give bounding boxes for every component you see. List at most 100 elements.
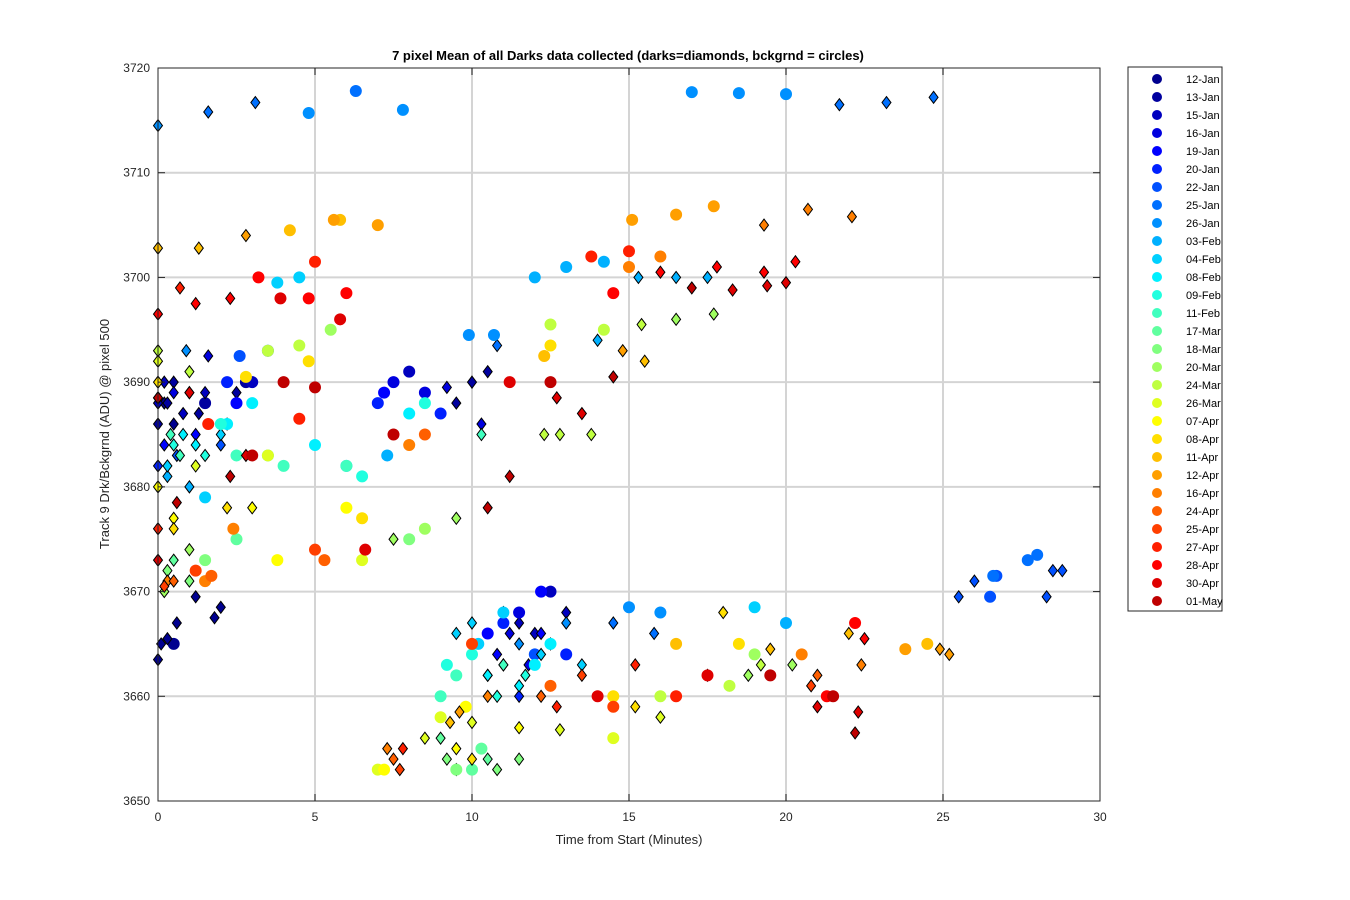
background-point-27-Apr — [623, 245, 635, 258]
background-point-27-Apr — [309, 255, 321, 268]
background-point-08-Apr — [302, 355, 315, 368]
dark-point-28-Apr — [225, 291, 236, 306]
dark-point-17-Mar — [435, 731, 446, 746]
dark-point-20-Mar — [184, 542, 195, 557]
dark-point-28-Apr — [790, 254, 801, 269]
dark-point-25-Jan — [881, 95, 892, 110]
background-point-11-Feb — [434, 690, 447, 703]
legend-label: 16-Jan — [1186, 128, 1220, 140]
background-point-12-Apr — [670, 208, 683, 221]
dark-point-01-May — [686, 281, 697, 295]
dark-point-25-Apr — [159, 579, 170, 594]
legend-label: 28-Apr — [1186, 560, 1219, 572]
background-point-04-Feb — [271, 276, 284, 289]
background-point-30-Apr — [591, 690, 604, 703]
background-point-25-Apr — [466, 637, 478, 650]
dark-point-30-Apr — [551, 391, 562, 405]
background-point-11-Apr — [538, 349, 551, 362]
background-point-26-Jan — [732, 87, 745, 100]
legend-marker-16-Apr — [1152, 488, 1162, 498]
background-point-11-Feb — [277, 459, 290, 472]
legend-label: 20-Mar — [1186, 362, 1221, 374]
dark-point-11-Feb — [165, 427, 176, 442]
dark-point-24-Apr — [168, 574, 179, 588]
dark-point-25-Jan — [491, 338, 503, 353]
background-point-24-Apr — [544, 679, 557, 692]
x-tick-label: 10 — [465, 810, 479, 824]
dark-point-20-Mar — [743, 668, 754, 683]
background-point-28-Apr — [849, 616, 862, 629]
background-point-26-Mar — [261, 449, 274, 462]
background-point-24-Mar — [261, 344, 274, 357]
legend-label: 25-Apr — [1186, 524, 1219, 536]
legend-marker-25-Apr — [1152, 524, 1162, 534]
dark-point-09-Feb — [168, 438, 179, 452]
background-point-24-Mar — [544, 318, 557, 331]
legend-label: 11-Feb — [1186, 308, 1220, 320]
axis-ticks: 0 5 10 15 20 25 30 3650 3660 3670 3680 3690 3700 3710… — [123, 61, 1107, 824]
background-point-20-Mar — [418, 522, 431, 535]
dark-point-12-Jan — [162, 631, 173, 646]
dark-point-11-Feb — [174, 448, 186, 463]
legend-box — [1127, 66, 1223, 612]
background-point-08-Apr — [239, 370, 252, 383]
background-point-16-Apr — [654, 250, 667, 263]
background-point-08-Feb — [309, 438, 321, 451]
dark-point-26-Mar — [190, 459, 201, 473]
legend-marker-08-Feb — [1152, 272, 1162, 282]
dark-point-22-Jan — [1041, 589, 1052, 604]
legend-marker-26-Jan — [1152, 218, 1162, 228]
background-point-30-Apr — [274, 292, 287, 305]
legend-label: 04-Feb — [1186, 254, 1221, 266]
background-point-27-Apr — [293, 412, 306, 425]
background-point-08-Apr — [607, 690, 620, 703]
legend-label: 12-Jan — [1186, 74, 1220, 86]
background-point-24-Mar — [723, 679, 736, 692]
dark-point-25-Apr — [576, 668, 588, 683]
dark-point-08-Apr — [168, 521, 179, 536]
dark-point-01-May — [849, 726, 861, 740]
background-point-03-Feb — [780, 616, 792, 629]
background-point-26-Mar — [356, 554, 369, 567]
legend-marker-20-Mar — [1152, 362, 1162, 372]
background-point-26-Jan — [654, 606, 667, 619]
dark-point-12-Jan — [209, 610, 220, 625]
background-point-03-Feb — [381, 449, 394, 462]
data-marks — [152, 85, 1068, 777]
dark-point-28-Apr — [859, 631, 870, 646]
dark-point-07-Apr — [451, 741, 462, 756]
background-point-27-Apr — [585, 250, 598, 263]
background-point-08-Apr — [732, 637, 745, 650]
dark-point-08-Apr — [221, 500, 233, 515]
x-tick-label: 5 — [312, 810, 319, 824]
y-tick-label: 3650 — [123, 794, 150, 808]
dark-point-13-Jan — [466, 375, 478, 389]
dark-point-30-Apr — [576, 406, 588, 421]
background-point-03-Feb — [560, 260, 573, 273]
legend-label: 19-Jan — [1186, 146, 1220, 158]
background-point-09-Feb — [418, 397, 431, 410]
background-point-24-Mar — [293, 339, 306, 352]
dark-point-27-Apr — [630, 658, 641, 672]
background-point-08-Apr — [356, 512, 369, 525]
dark-point-04-Feb — [535, 647, 547, 662]
chart-title: 7 pixel Mean of all Darks data collected… — [392, 48, 864, 63]
legend-marker-28-Apr — [1152, 560, 1162, 570]
dark-point-25-Jan — [608, 616, 619, 630]
background-point-03-Feb — [528, 271, 541, 284]
dark-point-08-Feb — [513, 678, 525, 693]
legend-label: 09-Feb — [1186, 290, 1221, 302]
background-point-18-Mar — [199, 554, 212, 567]
dark-point-16-Jan — [441, 380, 453, 395]
background-point-16-Apr — [795, 648, 808, 661]
dark-point-12-Apr — [934, 642, 945, 656]
legend-label: 20-Jan — [1186, 164, 1220, 176]
background-point-18-Mar — [450, 763, 463, 776]
dark-point-25-Jan — [834, 97, 845, 112]
dark-point-26-Jan — [561, 616, 572, 630]
background-point-09-Feb — [214, 418, 227, 431]
dark-point-03-Feb — [670, 270, 682, 285]
dark-point-24-Mar — [755, 658, 767, 672]
dark-point-04-Feb — [162, 459, 173, 473]
